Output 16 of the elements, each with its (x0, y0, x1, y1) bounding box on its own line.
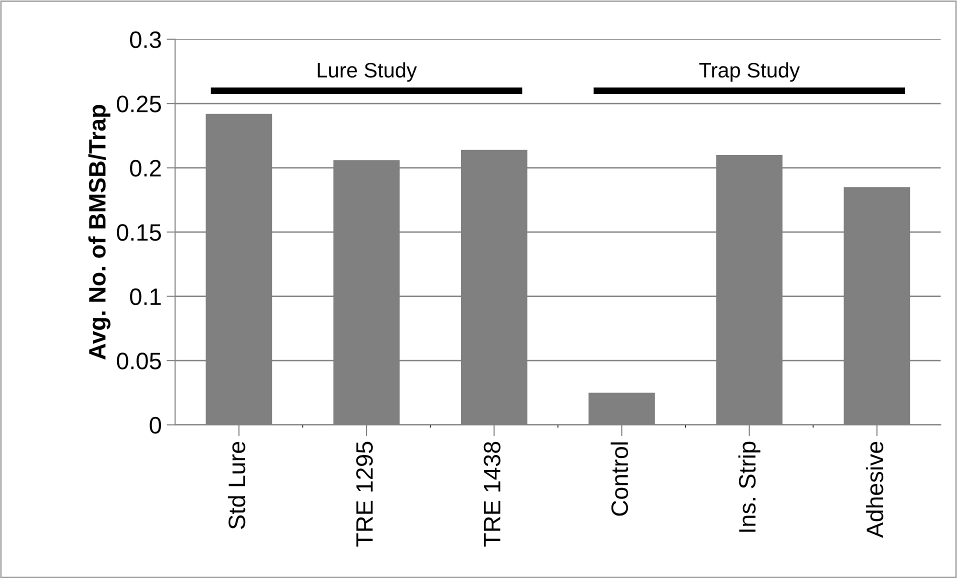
y-tick-label: 0.15 (116, 224, 161, 241)
x-tick-label: Ins. Strip (738, 442, 760, 532)
annotation: Trap Study (699, 62, 800, 82)
y-tick-label: 0.3 (130, 31, 161, 48)
x-tick-label: TRE 1438 (484, 442, 500, 547)
y-tick-label: 0.2 (130, 160, 161, 177)
x-tick-label: Std Lure (228, 442, 246, 529)
x-tick-label: Control (610, 442, 628, 516)
annotation: Lure Study (318, 62, 417, 82)
y-tick-label: 0.1 (130, 288, 161, 306)
y-tick-label: 0 (150, 416, 162, 434)
y-tick-label: 0.25 (116, 96, 161, 112)
x-tick-label: TRE 1295 (356, 442, 373, 547)
y-tick-label: 0.05 (116, 352, 161, 370)
x-tick-label: Adhesive (866, 442, 884, 538)
y-axis-title: Avg. No. of BMSB/Trap (88, 104, 110, 360)
